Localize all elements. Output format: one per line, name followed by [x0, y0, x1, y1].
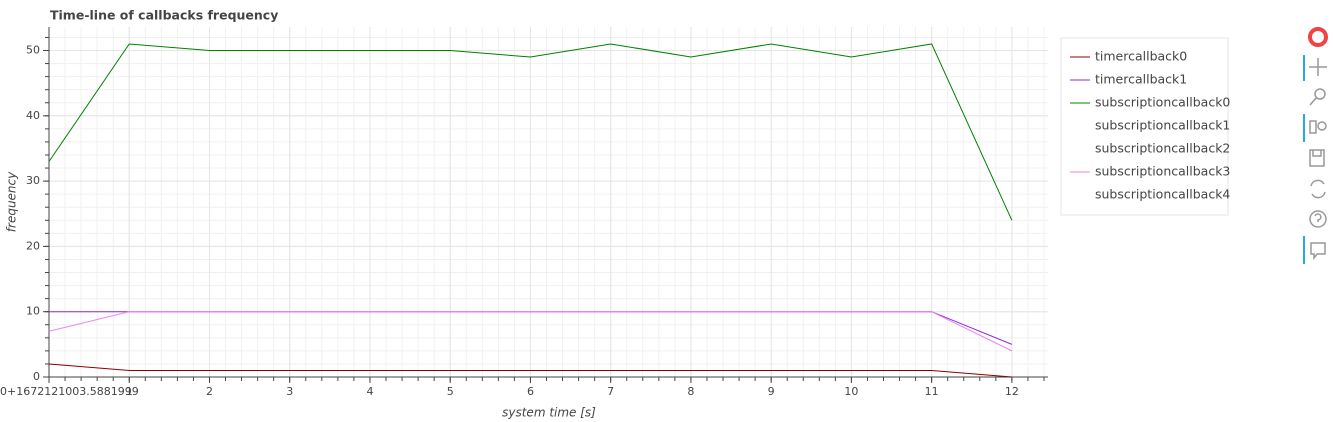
y-tick-label: 0 — [33, 370, 40, 383]
y-axis-label: frequency — [5, 171, 19, 232]
wheel-zoom-tool[interactable] — [1309, 120, 1327, 134]
x-tick-label: 6 — [527, 385, 534, 398]
legend-label: subscriptioncallback4 — [1095, 187, 1230, 202]
y-tick-label: 40 — [26, 109, 40, 122]
x-tick-label: 12 — [1005, 385, 1019, 398]
chart-title: Time-line of callbacks frequency — [50, 8, 278, 23]
series-line — [48, 363, 1012, 378]
series-line — [48, 311, 1013, 352]
x-tick-label: 11 — [925, 385, 939, 398]
series-line — [48, 43, 1013, 221]
zoom-tool[interactable] — [1309, 88, 1326, 106]
legend-label: timercallback0 — [1095, 49, 1187, 64]
x-tick-label: 10 — [844, 385, 858, 398]
toolbar — [1303, 27, 1328, 264]
y-tick-label: 10 — [26, 305, 40, 318]
x-axis-label: system time [s] — [502, 406, 596, 420]
x-tick-label: 9 — [768, 385, 775, 398]
legend-label: subscriptioncallback1 — [1095, 118, 1230, 133]
help-tool[interactable] — [1309, 210, 1327, 228]
legend-label: timercallback1 — [1095, 72, 1187, 87]
legend-label: subscriptioncallback0 — [1095, 95, 1230, 110]
y-tick-label: 20 — [26, 239, 40, 252]
hover-tool[interactable] — [1310, 242, 1326, 261]
x-tick-label: 5 — [447, 385, 454, 398]
x-tick-label: 8 — [687, 385, 694, 398]
x-tick-label: 3 — [286, 385, 293, 398]
reset-tool[interactable] — [1310, 179, 1326, 199]
legend-label: subscriptioncallback2 — [1095, 141, 1230, 156]
x-tick-label: 7 — [607, 385, 614, 398]
y-tick-label: 30 — [26, 174, 40, 187]
x-tick-label: 0+1672121003.5881999 — [0, 385, 139, 398]
pan-tool[interactable] — [1309, 58, 1327, 76]
save-tool[interactable] — [1309, 149, 1325, 167]
x-tick-label: 4 — [366, 385, 373, 398]
x-tick-label: 1 — [126, 385, 133, 398]
legend-label: subscriptioncallback3 — [1095, 164, 1230, 179]
y-tick-label: 50 — [26, 44, 40, 57]
bokeh-logo[interactable] — [1308, 27, 1328, 47]
x-tick-label: 2 — [206, 385, 213, 398]
